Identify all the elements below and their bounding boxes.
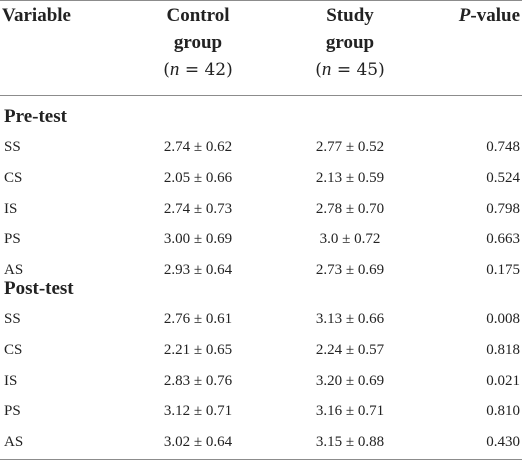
row-study-value: 2.78 ± 0.70 <box>315 200 385 217</box>
row-p-value: 0.175 <box>486 262 520 279</box>
row-variable: SS <box>4 139 21 155</box>
row-control-value: 3.00 ± 0.69 <box>163 231 233 248</box>
row-variable: AS <box>4 262 24 279</box>
row-variable: PS <box>4 231 21 248</box>
table-top-rule <box>0 0 522 1</box>
table-bottom-rule <box>0 459 522 460</box>
header-study-n: (n = 45) <box>315 59 385 80</box>
row-control-value: 2.21 ± 0.65 <box>163 341 233 358</box>
row-variable: SS <box>4 311 21 327</box>
header-study-group: Study group (n = 45) <box>290 2 410 84</box>
row-study-value: 3.20 ± 0.69 <box>315 372 385 389</box>
row-study-value: 3.16 ± 0.71 <box>315 403 385 420</box>
row-control-value: 2.74 ± 0.73 <box>163 200 233 217</box>
row-p-value: 0.663 <box>486 231 520 248</box>
row-study-value: 3.13 ± 0.66 <box>315 311 385 327</box>
row-variable: IS <box>4 372 18 389</box>
row-control-value: 3.12 ± 0.71 <box>163 403 233 420</box>
row-variable: AS <box>4 434 24 451</box>
table-row: PS 3.12 ± 0.71 3.16 ± 0.71 0.810 <box>0 397 522 425</box>
row-study-value: 2.24 ± 0.57 <box>315 341 385 358</box>
header-variable: Variable <box>2 5 71 26</box>
header-control-group: Control group (n = 42) <box>138 2 258 84</box>
header-p-value: P-value <box>458 5 520 26</box>
header-control-n: (n = 42) <box>163 59 233 80</box>
table-row: SS 2.76 ± 0.61 3.13 ± 0.66 0.008 <box>0 305 522 333</box>
row-study-value: 3.15 ± 0.88 <box>315 434 385 451</box>
row-variable: CS <box>4 169 23 186</box>
row-control-value: 2.05 ± 0.66 <box>163 169 233 186</box>
table-row: SS 2.74 ± 0.62 2.77 ± 0.52 0.748 <box>0 133 522 161</box>
row-study-value: 2.13 ± 0.59 <box>315 169 385 186</box>
row-p-value: 0.524 <box>486 169 520 186</box>
row-variable: CS <box>4 341 23 358</box>
row-p-value: 0.748 <box>486 139 520 155</box>
header-divider-rule <box>0 95 522 96</box>
row-p-value: 0.021 <box>486 372 520 389</box>
section-title-post-test: Post-test <box>4 278 74 299</box>
row-p-value: 0.430 <box>486 434 520 451</box>
row-control-value: 2.76 ± 0.61 <box>163 311 233 327</box>
row-variable: PS <box>4 403 21 420</box>
table-row: CS 2.05 ± 0.66 2.13 ± 0.59 0.524 <box>0 164 522 192</box>
row-control-value: 2.74 ± 0.62 <box>163 139 233 155</box>
row-control-value: 3.02 ± 0.64 <box>163 434 233 451</box>
row-p-value: 0.818 <box>486 341 520 358</box>
row-study-value: 3.0 ± 0.72 <box>319 231 381 248</box>
table-row: CS 2.21 ± 0.65 2.24 ± 0.57 0.818 <box>0 336 522 364</box>
table-row: IS 2.74 ± 0.73 2.78 ± 0.70 0.798 <box>0 195 522 223</box>
table-row: AS 3.02 ± 0.64 3.15 ± 0.88 0.430 <box>0 428 522 456</box>
row-p-value: 0.810 <box>486 403 520 420</box>
table-row: AS 2.93 ± 0.64 2.73 ± 0.69 0.175 <box>0 256 522 284</box>
row-control-value: 2.93 ± 0.64 <box>163 262 233 279</box>
row-study-value: 2.77 ± 0.52 <box>315 139 385 155</box>
section-title-pre-test: Pre-test <box>4 106 67 127</box>
row-control-value: 2.83 ± 0.76 <box>163 372 233 389</box>
row-p-value: 0.798 <box>486 200 520 217</box>
table-row: PS 3.00 ± 0.69 3.0 ± 0.72 0.663 <box>0 225 522 253</box>
row-study-value: 2.73 ± 0.69 <box>315 262 385 279</box>
row-variable: IS <box>4 200 18 217</box>
table-row: IS 2.83 ± 0.76 3.20 ± 0.69 0.021 <box>0 367 522 395</box>
row-p-value: 0.008 <box>486 311 520 327</box>
